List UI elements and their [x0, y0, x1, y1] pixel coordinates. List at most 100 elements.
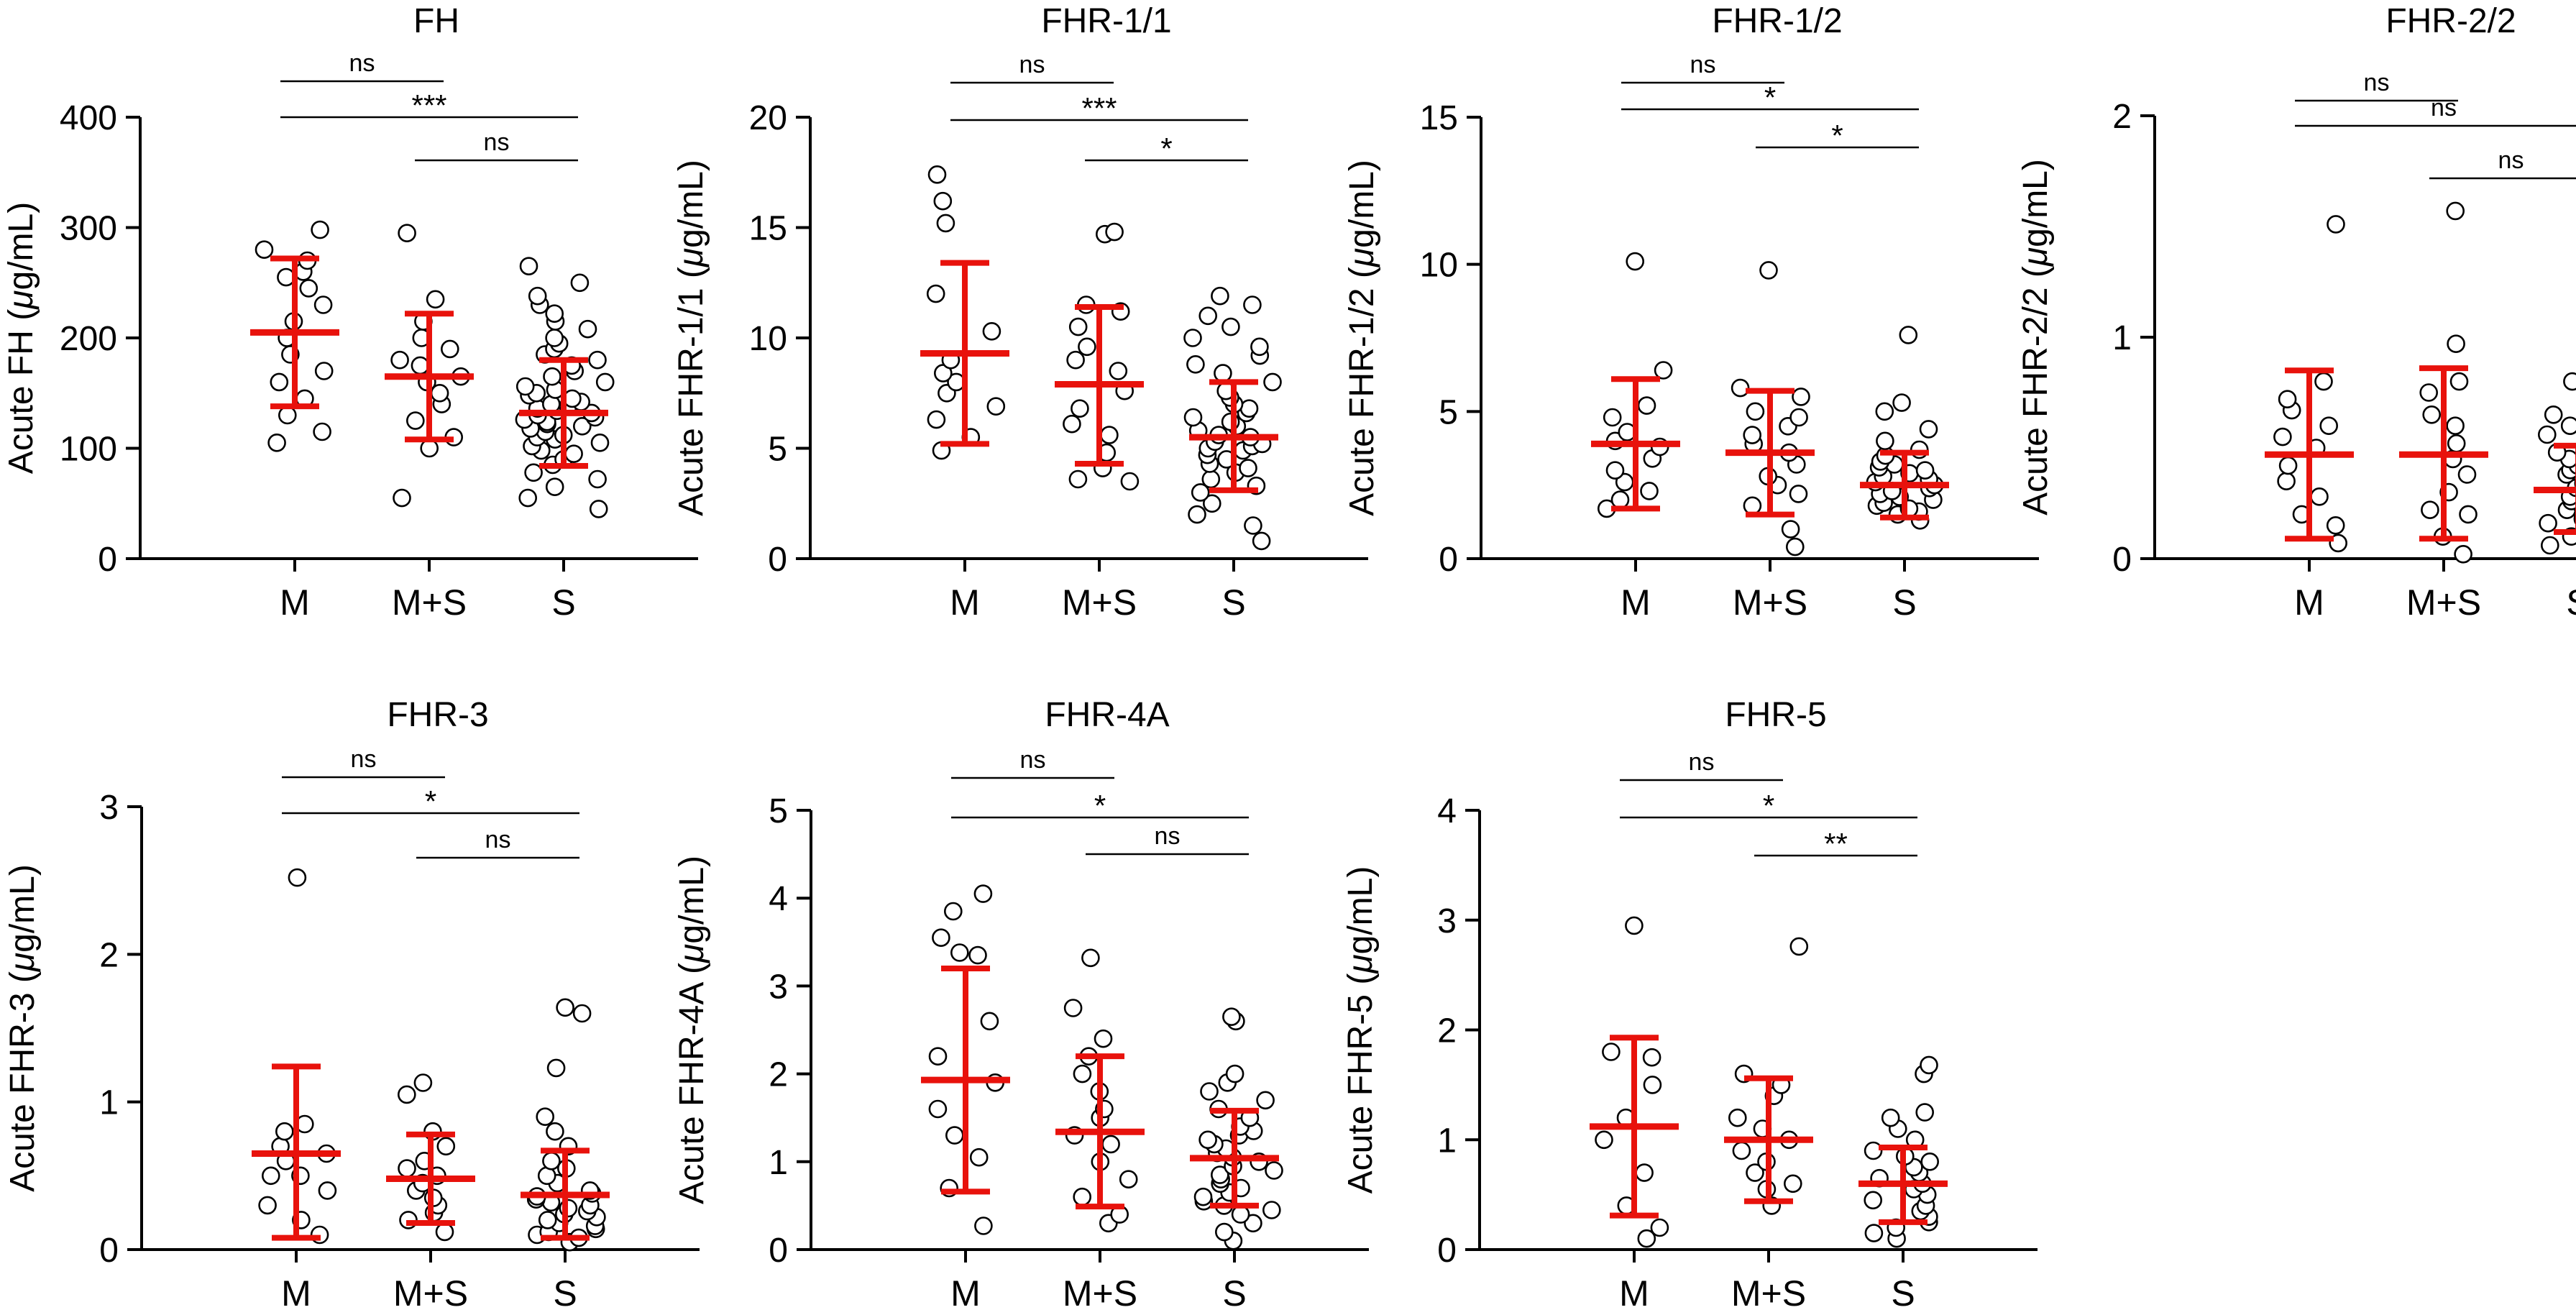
data-point — [988, 398, 1004, 415]
x-tick-label: S — [553, 1273, 577, 1311]
data-point — [399, 225, 416, 242]
data-point — [279, 407, 295, 423]
data-point — [438, 1138, 454, 1155]
x-tick-label: S — [1891, 1273, 1915, 1311]
data-point — [276, 1123, 293, 1140]
data-point — [262, 1168, 279, 1184]
data-point — [1747, 403, 1764, 420]
data-point — [574, 1005, 590, 1022]
y-tick-label: 200 — [60, 320, 117, 358]
x-tick-label: M+S — [1731, 1273, 1806, 1311]
data-point — [1200, 1132, 1216, 1148]
data-point — [928, 411, 945, 428]
data-point — [1103, 1136, 1119, 1153]
data-point — [1266, 1163, 1283, 1179]
data-point — [1612, 492, 1628, 508]
x-tick-label: S — [2566, 582, 2576, 623]
data-point — [399, 1160, 416, 1177]
y-axis-label: Acute FHR-2/2 (μg/mL) — [2017, 159, 2055, 516]
data-point — [1744, 427, 1761, 444]
y-tick-label: 0 — [2112, 541, 2132, 579]
data-point — [1604, 409, 1621, 426]
data-point — [1641, 482, 1658, 499]
y-tick-label: 1 — [99, 1084, 119, 1122]
data-point — [1071, 400, 1088, 417]
data-point — [1922, 1153, 1938, 1170]
data-point — [1882, 1109, 1899, 1126]
significance-label: ns — [484, 129, 510, 156]
y-tick-label: 15 — [1420, 99, 1458, 137]
y-axis-label: Acute FHR-1/2 (μg/mL) — [1343, 160, 1381, 516]
y-axis-label: Acute FHR-3 (μg/mL) — [4, 864, 42, 1192]
data-point — [1216, 1224, 1232, 1240]
x-tick-label: M+S — [1733, 582, 1807, 623]
data-point — [1790, 485, 1807, 502]
data-point — [929, 166, 945, 183]
data-point — [2447, 418, 2464, 434]
data-point — [1211, 288, 1228, 304]
y-tick-label: 10 — [1420, 247, 1458, 285]
y-tick-label: 15 — [749, 210, 787, 248]
data-point — [546, 306, 563, 322]
data-point — [1876, 403, 1893, 420]
data-point — [407, 413, 423, 429]
y-tick-label: 1 — [2112, 319, 2132, 357]
significance-label: ns — [1689, 748, 1715, 776]
data-point — [2539, 426, 2555, 443]
data-point — [1251, 339, 1268, 355]
x-tick-label: S — [1892, 582, 1916, 623]
data-point — [539, 1211, 556, 1228]
data-point — [927, 285, 944, 302]
data-point — [315, 297, 331, 313]
data-point — [1263, 1202, 1280, 1219]
data-point — [1761, 262, 1777, 278]
x-tick-label: M — [281, 1273, 311, 1311]
panel-title: FHR-1/2 — [1712, 2, 1842, 40]
data-point — [2316, 373, 2332, 390]
data-point — [938, 215, 954, 232]
significance-label: ns — [1155, 823, 1181, 850]
data-point — [1227, 1066, 1243, 1082]
x-tick-label: S — [551, 582, 575, 623]
data-point — [1733, 1142, 1750, 1159]
y-tick-label: 5 — [1439, 393, 1458, 431]
data-point — [1920, 421, 1937, 437]
y-tick-label: 0 — [98, 541, 117, 579]
significance-label: ns — [2364, 69, 2390, 96]
x-tick-label: M+S — [393, 1273, 468, 1311]
data-point — [548, 1060, 564, 1076]
y-tick-label: 2 — [1437, 1012, 1457, 1050]
y-tick-label: 0 — [769, 1232, 788, 1270]
data-point — [1921, 1057, 1938, 1073]
data-point — [557, 999, 574, 1016]
data-point — [1784, 1176, 1801, 1192]
data-point — [1187, 356, 1204, 372]
data-point — [2448, 435, 2465, 452]
panel-title: FHR-2/2 — [2385, 2, 2516, 40]
x-tick-label: M+S — [2406, 582, 2481, 623]
data-point — [1244, 297, 1260, 313]
data-point — [392, 352, 408, 368]
data-point — [529, 288, 546, 304]
x-tick-label: M — [950, 1273, 981, 1311]
y-tick-label: 2 — [2112, 98, 2132, 136]
data-point — [520, 490, 536, 506]
data-point — [1214, 365, 1231, 382]
y-tick-label: 5 — [769, 792, 788, 830]
y-axis-label: Acute FHR-5 (μg/mL) — [1342, 866, 1380, 1194]
data-point — [945, 903, 961, 920]
y-tick-label: 4 — [769, 880, 788, 918]
data-point — [2274, 429, 2291, 445]
x-tick-label: S — [1221, 582, 1245, 623]
data-point — [1070, 471, 1086, 487]
data-point — [2327, 517, 2344, 533]
data-point — [946, 1127, 963, 1144]
data-point — [1070, 319, 1086, 335]
y-axis-label: Acute FH (μg/mL) — [2, 202, 40, 474]
data-point — [2447, 203, 2464, 219]
data-point — [2424, 406, 2440, 423]
significance-label: ns — [2498, 147, 2524, 174]
y-axis-label: Acute FHR-4A (μg/mL) — [673, 856, 711, 1204]
